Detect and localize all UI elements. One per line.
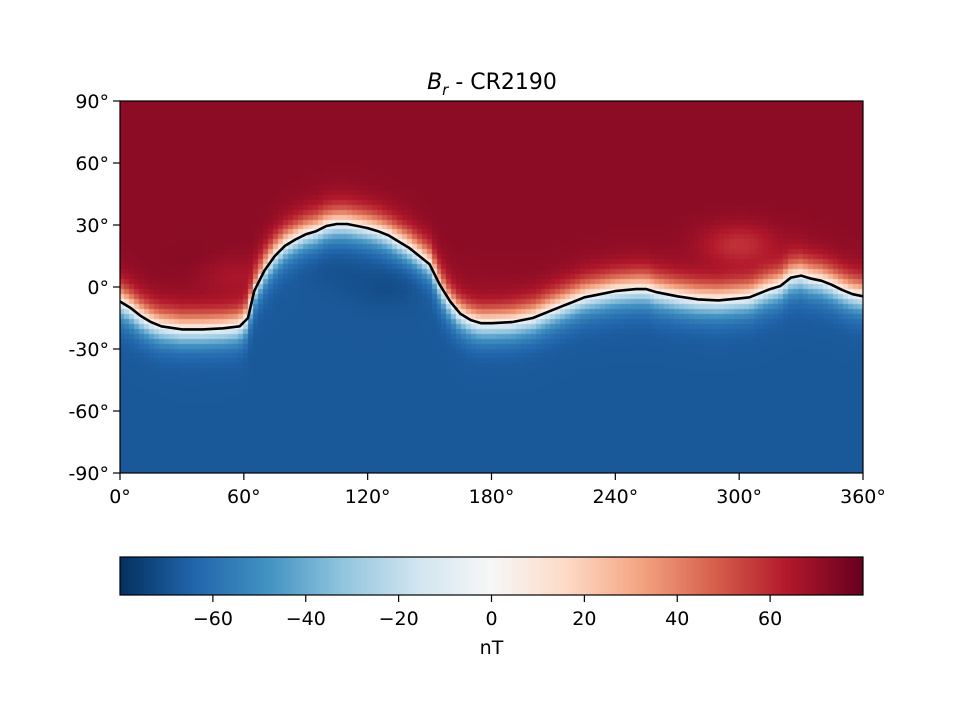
heatmap-area [119,100,864,474]
neutral-line [119,222,864,331]
x-tick-label: 180° [469,486,515,508]
y-tick-label: 60° [75,153,109,175]
y-tick-label: 90° [75,91,109,113]
x-tick-label: 300° [716,486,762,508]
x-tick-label: 360° [840,486,886,508]
y-tick-label: 0° [87,277,109,299]
title-subscript: r [442,81,449,99]
x-tick-label: 120° [345,486,391,508]
y-tick-label: -60° [68,401,109,423]
x-tick-label: 60° [227,486,261,508]
x-axis: 0° 60° 120° 180° 240° 300° 360° [109,473,886,508]
colorbar-tick-label: 20 [572,608,596,630]
title-main: B [427,70,442,95]
chart-title: Br - CR2190 [427,70,557,99]
colorbar-tick-label: 60 [758,608,782,630]
colorbar-label: nT [480,637,504,659]
x-tick-label: 240° [592,486,638,508]
x-tick-label: 0° [109,486,131,508]
heatmap-canvas [120,101,863,473]
title-suffix: - CR2190 [448,70,557,95]
colorbar-tick-label: 40 [665,608,689,630]
y-tick-label: -90° [68,463,109,485]
colorbar-tick-label: 0 [485,608,497,630]
y-axis: 90° 60° 30° 0° -30° -60° -90° [68,91,120,485]
colorbar: −60 −40 −20 0 20 40 60 nT [119,556,864,659]
colorbar-gradient [120,557,863,595]
y-tick-label: 30° [75,215,109,237]
colorbar-tick-label: −60 [193,608,233,630]
colorbar-tick-label: −40 [286,608,326,630]
colorbar-ticks: −60 −40 −20 0 20 40 60 [193,595,782,630]
colorbar-tick-label: −20 [379,608,419,630]
y-tick-label: -30° [68,339,109,361]
